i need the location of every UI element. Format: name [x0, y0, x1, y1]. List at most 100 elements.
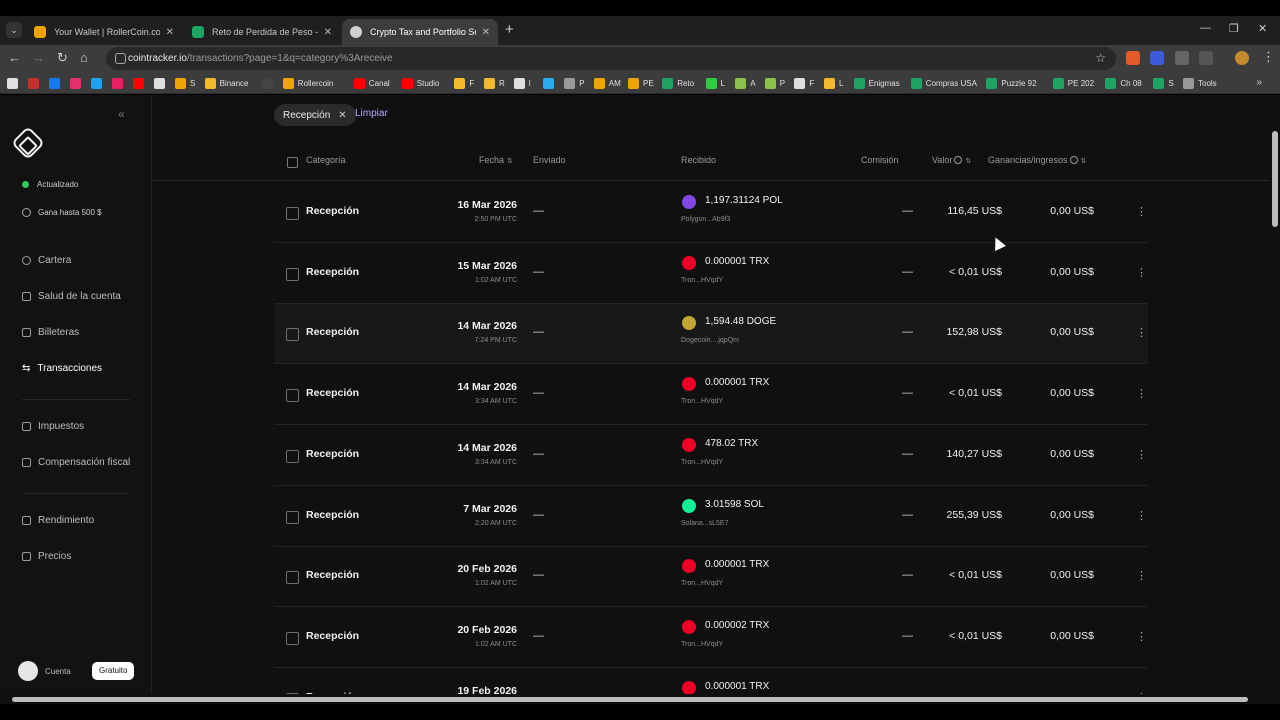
close-tab-icon[interactable]: ✕ — [165, 26, 174, 38]
sort-icon[interactable]: ⇅ — [507, 158, 513, 165]
clear-filters-link[interactable]: Limpiar — [355, 108, 388, 119]
row-checkbox[interactable] — [286, 631, 299, 645]
table-row[interactable]: Recepción 14 Mar 2026 7:24 PM UTC — 1,594.48… — [274, 304, 1148, 365]
bookmark-item[interactable] — [28, 77, 43, 89]
info-icon[interactable] — [954, 156, 963, 164]
row-checkbox[interactable] — [286, 571, 299, 585]
table-row[interactable]: Recepción 20 Feb 2026 1:02 AM UTC — 0.000002… — [274, 608, 1148, 668]
column-category[interactable]: Categoría — [306, 155, 346, 165]
row-menu-icon[interactable]: ⋮ — [1136, 630, 1147, 643]
bookmark-item[interactable]: Binance — [204, 77, 249, 89]
column-date[interactable]: Fecha ⇅ — [479, 155, 513, 165]
bookmark-item[interactable]: L — [824, 77, 843, 89]
sort-icon[interactable]: ⇅ — [965, 158, 972, 165]
reload-icon[interactable]: ↻ — [57, 50, 68, 65]
sidebar-item-rendimiento[interactable]: Rendimiento — [22, 515, 142, 526]
vertical-scrollbar[interactable] — [1270, 95, 1280, 698]
bookmark-item[interactable]: L — [705, 77, 725, 89]
bookmark-item[interactable]: S — [1153, 77, 1174, 89]
bookmark-item[interactable]: F — [794, 77, 814, 89]
select-all-checkbox[interactable] — [287, 157, 298, 168]
scrollbar-thumb[interactable] — [12, 697, 1248, 702]
row-checkbox[interactable] — [286, 510, 299, 524]
table-row[interactable]: Recepción 14 Mar 2026 3:34 AM UTC — 0.000001… — [274, 365, 1148, 426]
bookmark-item[interactable]: P — [564, 77, 585, 89]
bookmark-item[interactable] — [91, 77, 106, 89]
table-row[interactable]: Recepción 16 Mar 2026 2:50 PM UTC — 1,197.31… — [274, 183, 1148, 243]
row-checkbox[interactable] — [286, 267, 299, 281]
cointracker-logo[interactable] — [11, 126, 45, 160]
column-gains[interactable]: Ganancias/ingresos ⇅ — [988, 155, 1086, 165]
row-wallet[interactable]: Tron...HVqdY — [681, 640, 724, 648]
bookmark-item[interactable] — [70, 77, 85, 89]
bookmark-item[interactable] — [154, 77, 169, 89]
remove-filter-icon[interactable]: ✕ — [338, 109, 347, 121]
extension-translate-icon[interactable] — [1175, 51, 1189, 65]
bookmark-item[interactable]: F — [454, 77, 474, 89]
back-icon[interactable]: ← — [8, 50, 21, 65]
row-wallet[interactable]: Tron...HVqdY — [681, 276, 724, 284]
sidebar-item-impuestos[interactable]: Impuestos — [22, 421, 142, 432]
bookmark-item[interactable]: Ch 08 — [1105, 77, 1142, 89]
bookmark-item[interactable]: I — [513, 77, 531, 89]
row-checkbox[interactable] — [286, 449, 299, 463]
bookmark-item[interactable]: Studio — [401, 77, 439, 89]
close-window-icon[interactable]: ✕ — [1258, 23, 1268, 35]
profile-avatar-icon[interactable] — [1235, 51, 1249, 65]
bookmark-item[interactable] — [7, 77, 22, 89]
row-menu-icon[interactable]: ⋮ — [1136, 206, 1147, 218]
bookmark-item[interactable] — [543, 77, 558, 89]
table-row[interactable]: Recepción 20 Feb 2026 1:02 AM UTC — 0.000001… — [274, 547, 1148, 608]
bookmark-item[interactable]: S — [175, 77, 195, 89]
bookmark-item[interactable]: A — [735, 77, 756, 89]
bookmark-item[interactable]: Reto — [662, 77, 694, 89]
browser-menu-icon[interactable]: ⋮ — [1262, 49, 1275, 64]
row-menu-icon[interactable]: ⋮ — [1136, 570, 1147, 583]
site-info-icon[interactable] — [115, 53, 126, 64]
tab-rollercoin[interactable]: Your Wallet | RollerCoin.com | W ✕ — [26, 19, 182, 45]
bookmark-item[interactable]: PE — [628, 77, 654, 89]
close-tab-icon[interactable]: ✕ — [481, 26, 490, 38]
forward-icon[interactable]: → — [32, 50, 45, 65]
bookmark-item[interactable]: Compras USA — [910, 77, 977, 89]
bookmark-item[interactable]: Tools — [1183, 77, 1217, 89]
sidebar-item-cartera[interactable]: Cartera — [22, 255, 142, 266]
bookmark-item[interactable] — [112, 77, 127, 89]
bookmark-item[interactable] — [49, 77, 64, 89]
extension-fox-icon[interactable] — [1126, 51, 1140, 65]
row-wallet[interactable]: Dogecoin....jqpQm — [681, 337, 739, 345]
table-row[interactable]: Recepción 7 Mar 2026 2:20 AM UTC — 3.01598 S… — [274, 487, 1148, 547]
bookmark-item[interactable]: Enigmas — [853, 77, 900, 89]
filter-chip-recepcion[interactable]: Recepción ✕ — [274, 104, 356, 126]
row-wallet[interactable]: Solana...sL5E7 — [681, 519, 729, 527]
sidebar-item-billeteras[interactable]: Billeteras — [22, 327, 142, 338]
row-checkbox[interactable] — [286, 389, 299, 403]
address-bar[interactable]: cointracker.io/transactions?page=1&q=cat… — [106, 47, 1116, 70]
new-tab-button[interactable]: + — [505, 21, 514, 38]
referral-promo[interactable]: Gana hasta 500 $ — [22, 208, 102, 217]
column-value[interactable]: Valor ⇅ — [932, 155, 971, 165]
row-menu-icon[interactable]: ⋮ — [1136, 327, 1147, 340]
extension-shield-icon[interactable] — [1150, 51, 1164, 65]
tab-search-icon[interactable]: ⌄ — [6, 22, 22, 38]
row-menu-icon[interactable]: ⋮ — [1136, 448, 1147, 461]
home-icon[interactable]: ⌂ — [80, 50, 88, 65]
row-menu-icon[interactable]: ⋮ — [1136, 509, 1147, 522]
bookmark-item[interactable] — [133, 77, 148, 89]
bookmark-star-icon[interactable]: ☆ — [1095, 51, 1106, 65]
bookmark-item[interactable]: P — [764, 77, 785, 89]
account-menu[interactable]: Cuenta — [18, 661, 71, 681]
bookmark-item[interactable]: Canal — [353, 77, 390, 89]
collapse-sidebar-icon[interactable]: « — [118, 107, 125, 121]
more-bookmarks-icon[interactable]: » — [1256, 77, 1262, 88]
row-wallet[interactable]: Tron...HVqdY — [681, 580, 724, 588]
row-menu-icon[interactable]: ⋮ — [1136, 388, 1147, 401]
horizontal-scrollbar[interactable] — [0, 694, 1280, 704]
column-sent[interactable]: Enviado — [533, 155, 566, 165]
row-wallet[interactable]: Polygon...Ab9f3 — [681, 216, 731, 223]
sidebar-item-compensacion[interactable]: Compensación fiscal — [22, 457, 142, 468]
minimize-icon[interactable]: — — [1200, 22, 1211, 34]
close-tab-icon[interactable]: ✕ — [323, 26, 332, 38]
column-received[interactable]: Recibido — [681, 155, 717, 165]
table-row[interactable]: Recepción 14 Mar 2026 3:34 AM UTC — 478.02 T… — [274, 426, 1148, 486]
